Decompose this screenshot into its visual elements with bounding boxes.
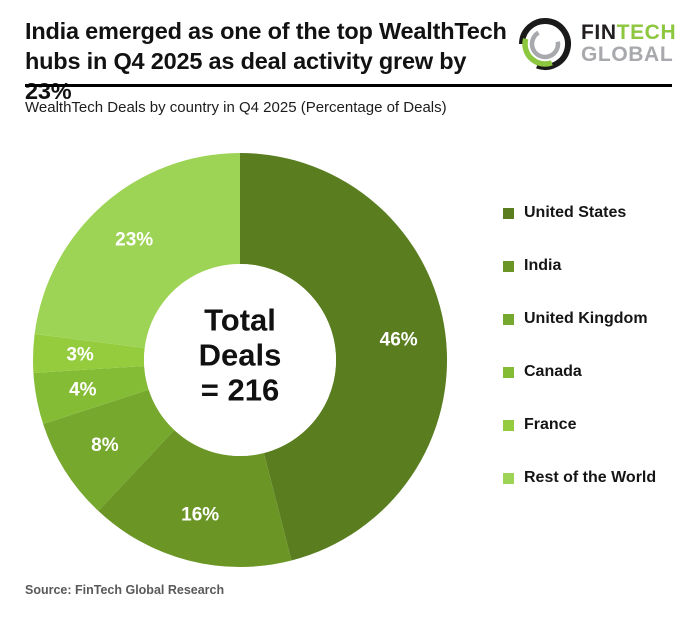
legend-label-canada: Canada: [524, 363, 582, 380]
legend-label-rest-of-the-world: Rest of the World: [524, 469, 657, 486]
legend-label-france: France: [524, 416, 577, 433]
donut-center-label-line1: Total: [204, 303, 276, 338]
donut-center-label-line3: = 216: [201, 373, 279, 408]
donut-slice-united-kingdom: [43, 389, 175, 511]
logo-word-global: GLOBAL: [581, 43, 674, 66]
slice-label-canada: 4%: [69, 380, 97, 401]
legend-marker-india: [503, 260, 514, 272]
legend-marker-france: [503, 419, 514, 431]
legend-marker-rest-of-the-world: [503, 472, 514, 484]
legend-item-india: India: [503, 256, 656, 276]
fintech-global-logo-icon: [519, 18, 571, 70]
legend-item-canada: Canada: [503, 362, 656, 382]
legend-label-india: India: [524, 257, 562, 274]
legend-marker-canada: [503, 366, 514, 378]
chart-legend: United States India United Kingdom Canada Fr…: [503, 203, 656, 521]
chart-subtitle: WealthTech Deals by country in Q4 2025 (…: [25, 99, 447, 116]
slice-label-rest-of-the-world: 23%: [115, 230, 153, 251]
page-title-line1: India emerged as one of the top WealthTe…: [25, 18, 507, 44]
page-title: India emerged as one of the top WealthTe…: [25, 16, 515, 106]
legend-item-rest-of-the-world: Rest of the World: [503, 468, 656, 488]
donut-center-label-line2: Deals: [199, 338, 282, 373]
slice-label-united-states: 46%: [380, 329, 418, 350]
legend-marker-united-states: [503, 207, 514, 219]
slice-label-united-kingdom: 8%: [91, 435, 119, 456]
legend-marker-united-kingdom: [503, 313, 514, 325]
legend-item-united-kingdom: United Kingdom: [503, 309, 656, 329]
fintech-global-logo-text: FINTECH GLOBAL: [581, 20, 677, 67]
donut-slice-united-states: [240, 153, 448, 561]
donut-center-hole: [144, 264, 336, 456]
source-note: Source: FinTech Global Research: [25, 583, 225, 597]
legend-item-united-states: United States: [503, 203, 656, 223]
header-divider: [25, 84, 672, 87]
donut-slice-canada: [33, 366, 149, 424]
legend-label-united-kingdom: United Kingdom: [524, 310, 648, 327]
slice-label-india: 16%: [181, 505, 219, 526]
logo-word-fin: FIN: [581, 20, 617, 44]
donut-slice-france: [33, 334, 145, 373]
legend-label-united-states: United States: [524, 204, 627, 221]
fintech-global-logo: FINTECH GLOBAL: [516, 15, 676, 73]
page-title-line2: hubs in Q4 2025 as deal activity grew by…: [25, 48, 467, 105]
donut-slice-rest-of-the-world: [34, 153, 240, 348]
slice-label-france: 3%: [66, 345, 94, 366]
donut-slice-india: [98, 429, 292, 568]
logo-word-tech: TECH: [616, 20, 677, 44]
legend-item-france: France: [503, 415, 656, 435]
